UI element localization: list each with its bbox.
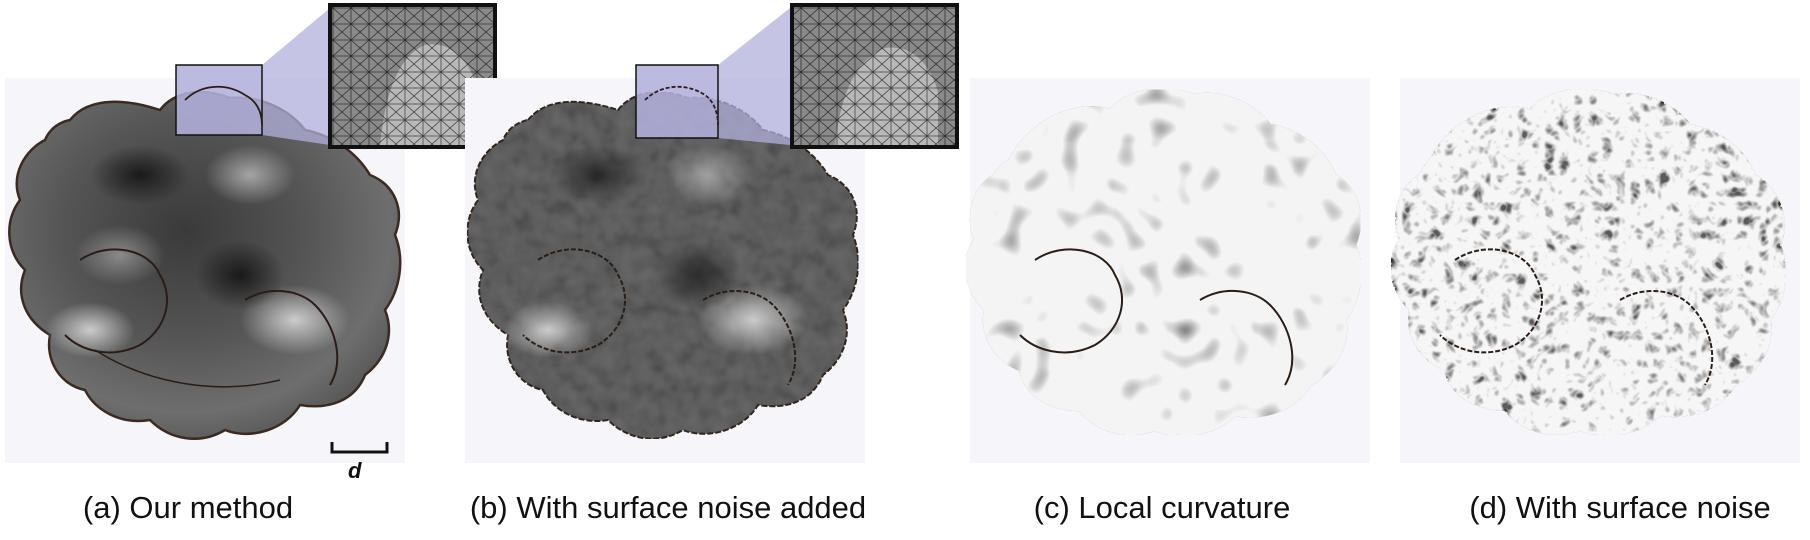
- scale-bar: [330, 442, 389, 454]
- panel-c: [965, 78, 1370, 463]
- panel-d: [1390, 78, 1800, 463]
- caption-a: (a) Our method: [82, 490, 294, 525]
- caption-b: (b) With surface noise added: [469, 490, 867, 525]
- panel-c-molecule-surface: [965, 88, 1362, 437]
- panel-a-zoom-box: [175, 64, 263, 136]
- panel-b-zoom-box: [635, 64, 719, 139]
- panel-d-molecule-surface: [1390, 88, 1787, 436]
- panel-a: [5, 3, 497, 463]
- panel-b-inset: [790, 3, 959, 149]
- caption-c: (c) Local curvature: [1033, 490, 1291, 525]
- panel-b: [465, 3, 959, 463]
- caption-d: (d) With surface noise: [1469, 490, 1771, 525]
- scale-bar-label: d: [348, 458, 362, 483]
